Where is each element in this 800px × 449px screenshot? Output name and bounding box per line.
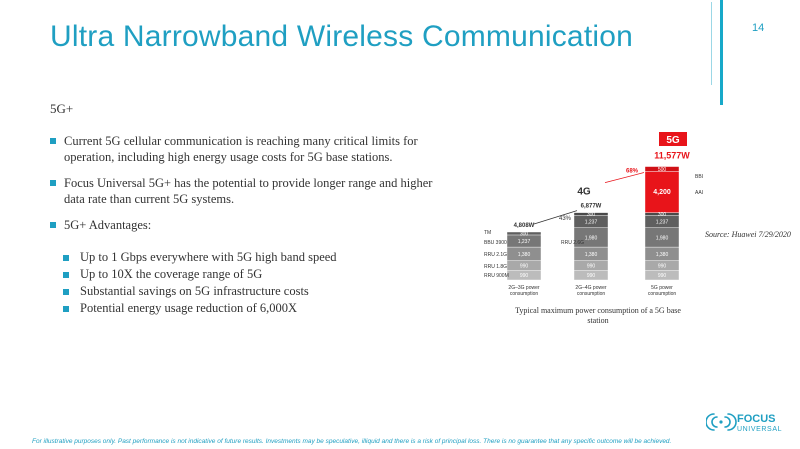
slide-title: Ultra Narrowband Wireless Communication: [50, 20, 633, 53]
segment-value-label: 300: [520, 231, 529, 237]
component-label: RRU 2.1G: [484, 252, 507, 258]
bullet-item: Focus Universal 5G+ has the potential to…: [50, 175, 450, 207]
bullet-square-icon: [50, 222, 56, 228]
section-heading: 5G+: [50, 101, 74, 116]
bullet-text: Current 5G cellular communication is rea…: [64, 134, 418, 164]
bar-stacks: [506, 166, 680, 281]
logo-line-1: FOCUS: [737, 413, 776, 425]
power-consumption-chart: 990 990 1,380 1,237 300 990 990 1,380 1,980 1,237…: [478, 130, 703, 302]
bullet-item: 5G+ Advantages:: [50, 217, 450, 233]
bar-segment: [506, 231, 542, 236]
badge-4g: 4G: [577, 187, 591, 198]
bullet-square-icon: [50, 180, 56, 186]
component-label: RRU 1.8G: [484, 264, 507, 270]
badge-5g-box: [659, 132, 687, 146]
component-label: AAU 4.9G: [695, 190, 703, 196]
segment-value-label: 1,237: [585, 220, 598, 226]
growth-label: 43%: [559, 216, 572, 222]
segment-value-label: 300: [587, 212, 596, 218]
category-label: 2G–3G power consumption: [508, 285, 539, 297]
bullet-text: Focus Universal 5G+ has the potential to…: [64, 176, 433, 206]
growth-label: 68%: [626, 169, 639, 175]
accent-thin-line: [711, 2, 712, 85]
wifi-signal-icon: [706, 413, 737, 431]
sub-bullet-item: Substantial savings on 5G infrastructure…: [63, 283, 443, 300]
chart-caption: Typical maximum power consumption of a 5…: [515, 306, 681, 325]
chart-labels: 990 990 1,380 1,237 300 990 990 1,380 1,980 1,237…: [484, 132, 703, 297]
sub-bullet-text: Potential energy usage reduction of 6,00…: [80, 301, 298, 315]
bar-total-label: 11,577W: [654, 151, 690, 161]
segment-value-label: 990: [658, 263, 667, 269]
footer-disclaimer: For illustrative purposes only. Past per…: [32, 438, 672, 445]
bullet-square-icon: [50, 138, 56, 144]
segment-value-label: 990: [658, 273, 667, 279]
sub-bullet-item: Up to 10X the coverage range of 5G: [63, 266, 443, 283]
bullet-square-icon: [63, 272, 69, 278]
bar-total-label: 4,808W: [514, 223, 535, 229]
sub-bullet-list: Up to 1 Gbps everywhere with 5G high ban…: [63, 249, 443, 317]
bar-total-label: 6,877W: [581, 204, 602, 210]
growth-arrow: [604, 172, 645, 183]
main-bullet-list: Current 5G cellular communication is rea…: [50, 133, 450, 243]
sub-bullet-text: Substantial savings on 5G infrastructure…: [80, 284, 309, 298]
segment-value-label: 1,380: [518, 252, 531, 258]
source-note: Source: Huawei 7/29/2020: [705, 230, 791, 239]
category-label: 2G–4G power consumption: [575, 285, 606, 297]
focus-universal-logo: FOCUS UNIVERSAL: [706, 413, 782, 433]
component-label: RRU 2.6G: [561, 240, 584, 246]
sub-bullet-item: Potential energy usage reduction of 6,00…: [63, 300, 443, 317]
component-label: TM: [484, 230, 491, 236]
badge-5g: 5G: [666, 135, 680, 146]
bullet-text: 5G+ Advantages:: [64, 218, 152, 232]
bar-segment: [644, 166, 680, 172]
sub-bullet-text: Up to 10X the coverage range of 5G: [80, 267, 263, 281]
component-label: RRU 900M: [484, 273, 509, 279]
segment-value-label: 1,380: [585, 252, 598, 258]
bullet-item: Current 5G cellular communication is rea…: [50, 133, 450, 165]
component-label: BBU 3900: [484, 240, 507, 246]
segment-value-label: 1,237: [656, 220, 669, 226]
bullet-square-icon: [63, 255, 69, 261]
segment-value-label: 1,980: [585, 235, 598, 241]
bar-segment: [573, 212, 609, 216]
bar-segment: [644, 171, 680, 213]
segment-value-label: 300: [658, 212, 667, 218]
segment-value-label: 990: [587, 273, 596, 279]
segment-value-label: 1,237: [518, 239, 531, 245]
component-label: BBU 5900: [695, 174, 703, 180]
segment-value-label: 1,380: [656, 252, 669, 258]
bullet-square-icon: [63, 289, 69, 295]
accent-bar: [720, 0, 723, 105]
logo-line-2: UNIVERSAL: [737, 426, 782, 433]
growth-arrow: [533, 210, 578, 225]
segment-value-label: 990: [520, 273, 529, 279]
segment-value-label: 990: [520, 263, 529, 269]
page-number: 14: [752, 22, 765, 34]
category-label: 5G power consumption: [648, 285, 677, 297]
segment-value-label: 1,980: [656, 235, 669, 241]
sub-bullet-item: Up to 1 Gbps everywhere with 5G high ban…: [63, 249, 443, 266]
segment-value-label: 990: [587, 263, 596, 269]
segment-value-label: 500: [658, 167, 667, 173]
bullet-square-icon: [63, 306, 69, 312]
sub-bullet-text: Up to 1 Gbps everywhere with 5G high ban…: [80, 250, 337, 264]
segment-value-label: 4,200: [653, 189, 671, 196]
